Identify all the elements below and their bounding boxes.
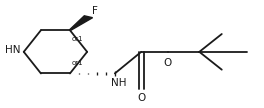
Text: HN: HN <box>5 45 21 55</box>
Text: O: O <box>137 93 145 103</box>
Text: O: O <box>163 58 172 68</box>
Text: NH: NH <box>111 78 126 88</box>
Text: F: F <box>92 6 98 16</box>
Text: or1: or1 <box>71 60 83 66</box>
Polygon shape <box>69 16 93 30</box>
Text: or1: or1 <box>71 36 83 42</box>
